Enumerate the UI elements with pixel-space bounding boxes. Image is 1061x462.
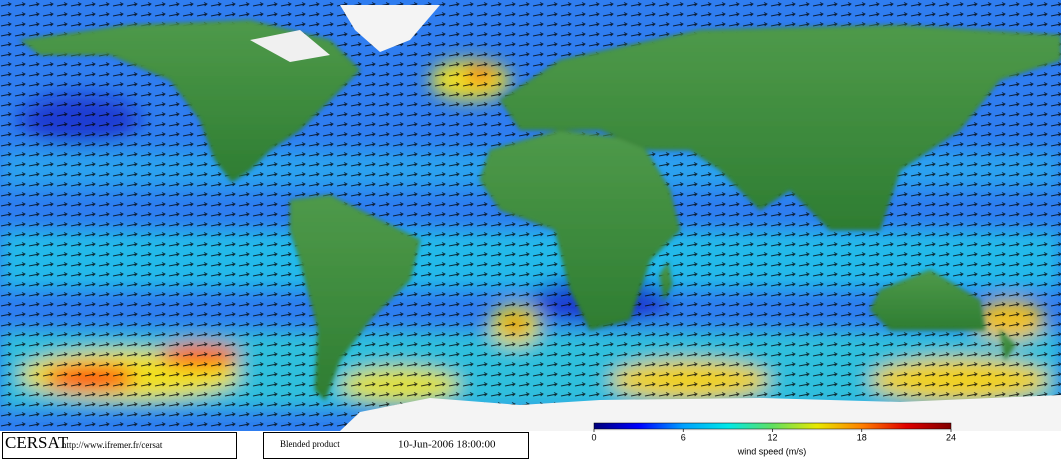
colorbar-tick-label: 0 (591, 432, 596, 442)
date: 10-Jun-2006 18:00:00 (398, 439, 496, 451)
logo-box (2, 432, 237, 459)
greenland (340, 5, 440, 52)
url: http://www.ifremer.fr/cersat (62, 440, 163, 450)
continents (19, 19, 1061, 401)
colorbar-tick-label: 18 (857, 432, 867, 442)
colorbar-label: wind speed (m/s) (737, 446, 807, 456)
map-area (0, 0, 1061, 431)
antarctica (340, 395, 1061, 431)
colorbar: wind speed (m/s) 0 6 12 18 24 (591, 422, 956, 456)
product: Blended product (280, 439, 340, 449)
colorbar-scale (593, 422, 952, 430)
product-box (263, 432, 529, 459)
colorbar-tick-label: 24 (946, 432, 956, 442)
logo: CERSAT (5, 433, 69, 452)
arctic-islands (250, 30, 330, 62)
colorbar-tick-label: 12 (767, 432, 777, 442)
colorbar-tick-label: 6 (681, 432, 686, 442)
